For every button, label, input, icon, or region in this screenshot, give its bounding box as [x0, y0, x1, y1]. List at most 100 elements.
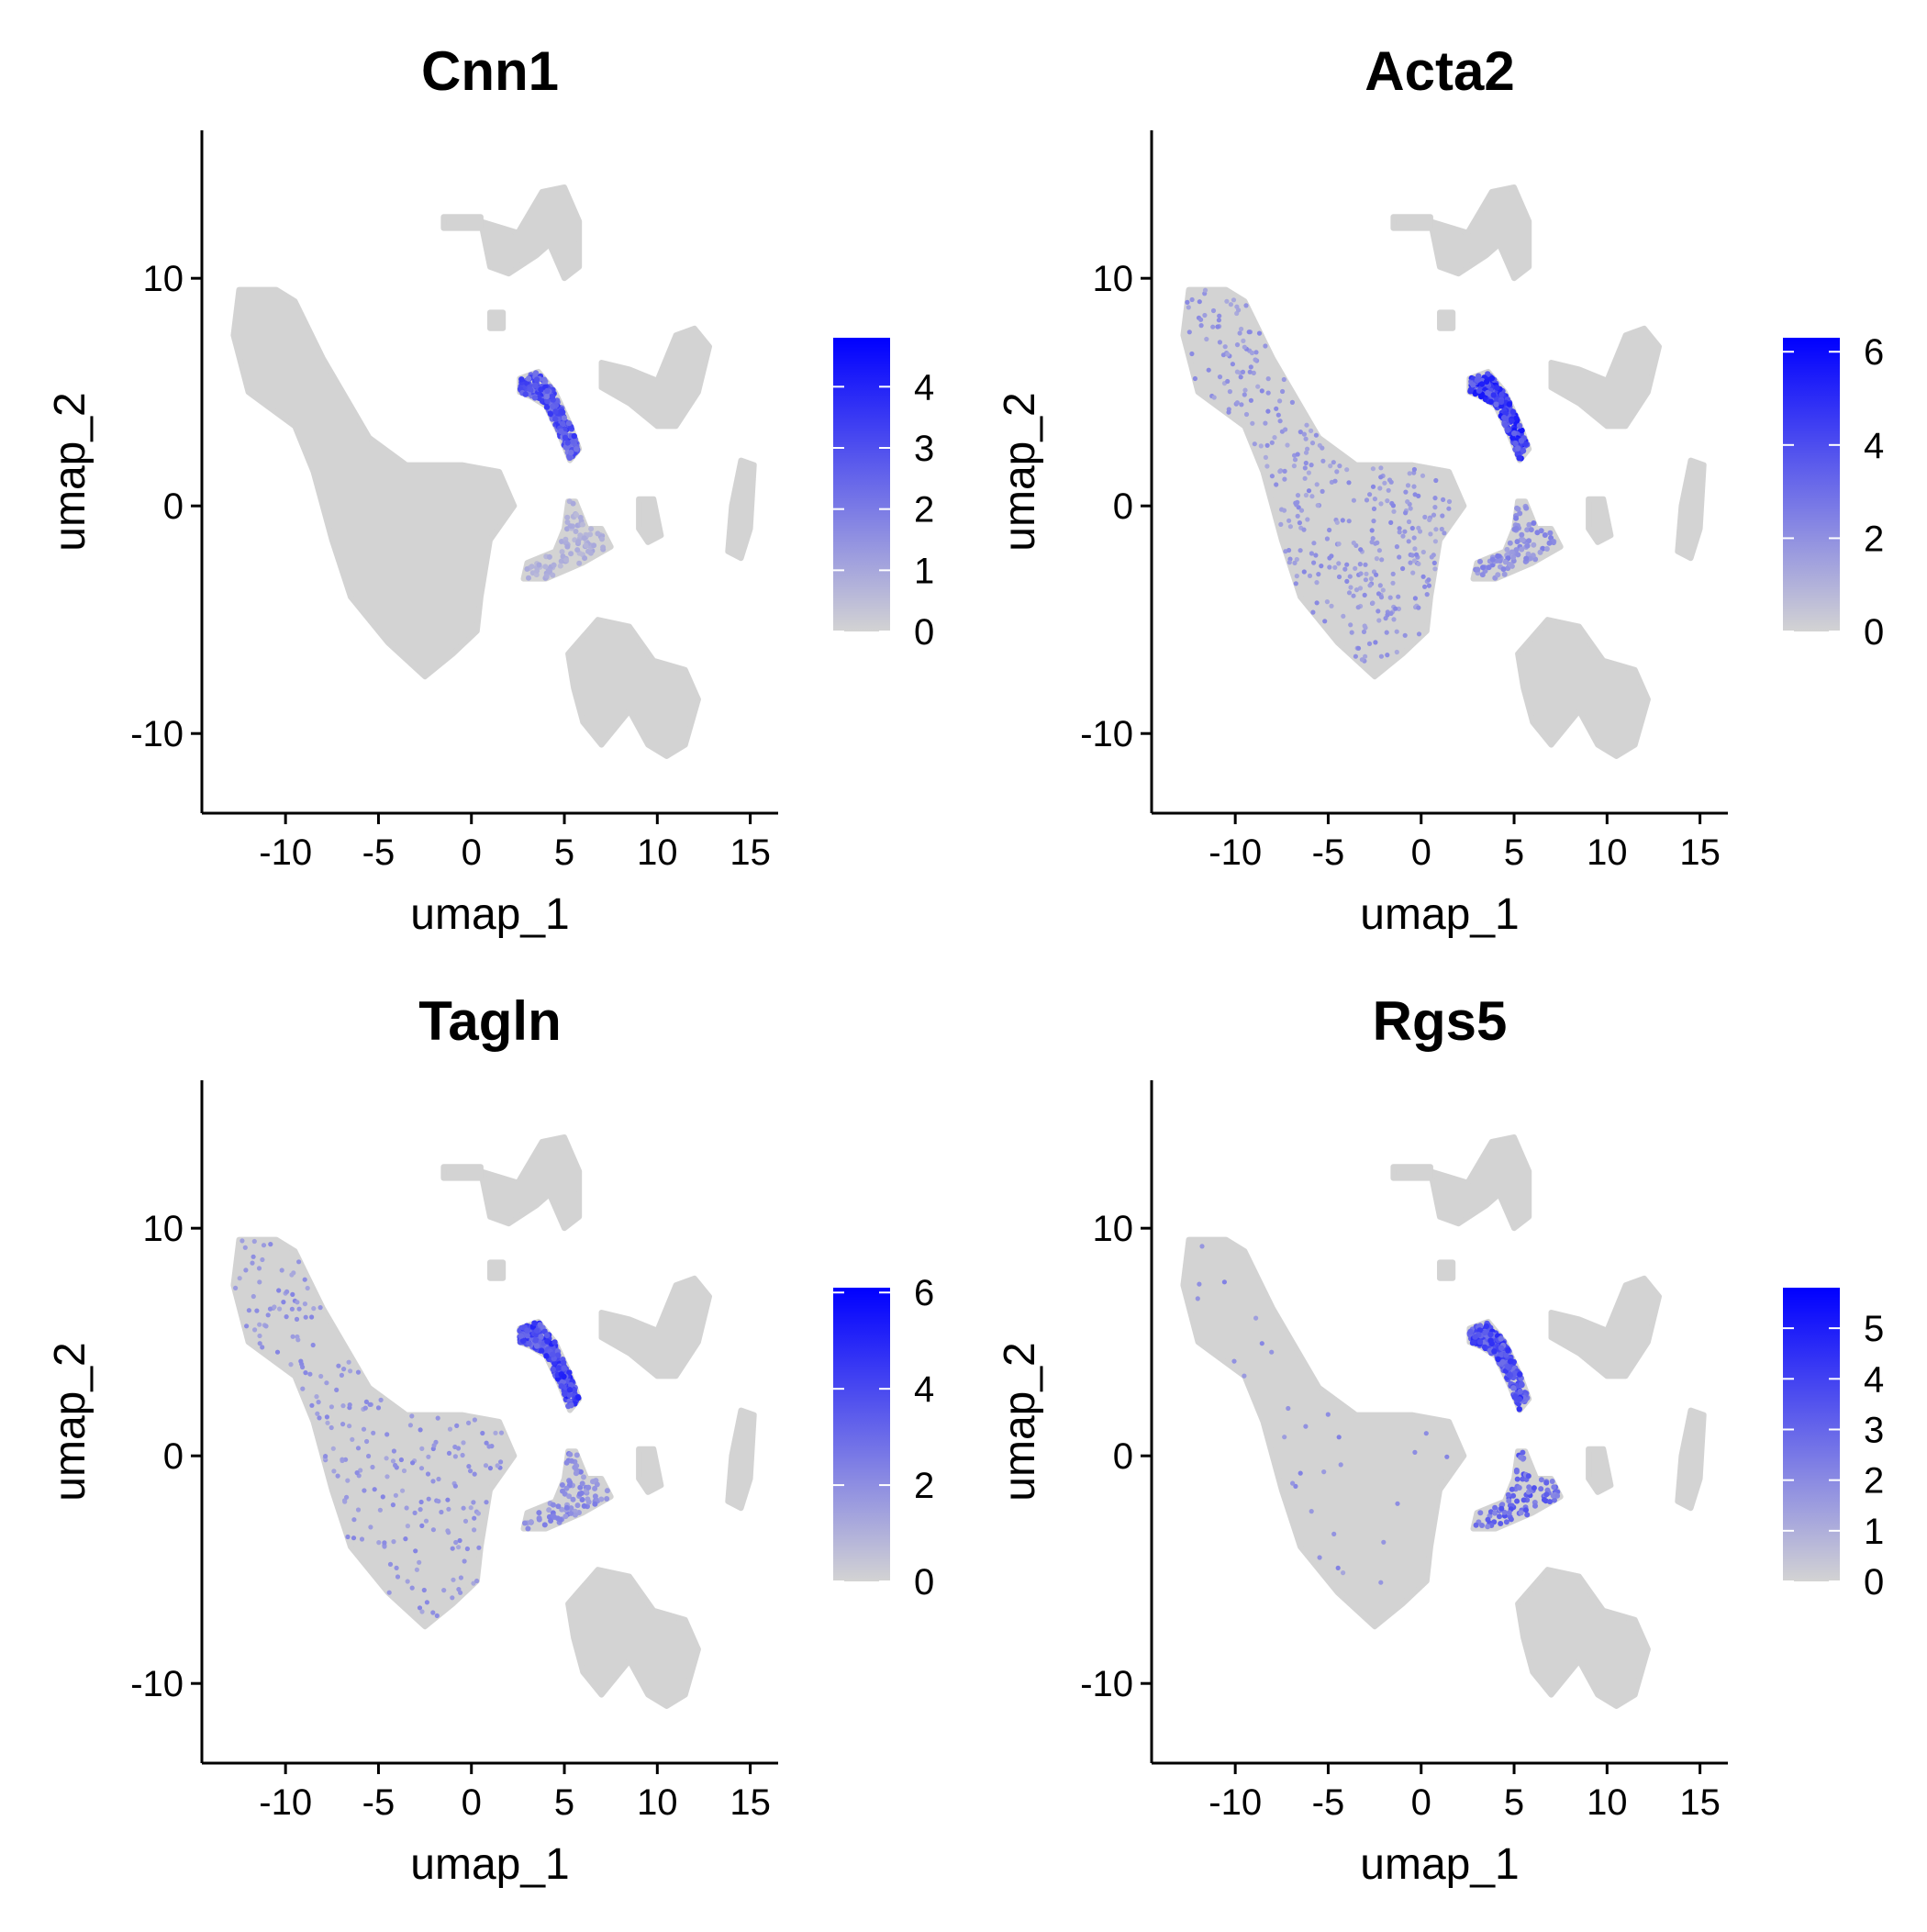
cell-point: [1309, 551, 1314, 556]
cell-point: [378, 1397, 384, 1402]
cell-point: [260, 1345, 265, 1350]
panel-tagln: Tagln -10 -5 0 5 10 15 -10 0 10 umap_1 umap_2 0 2 4 6: [46, 990, 934, 1889]
x-tick-label: 10: [637, 1782, 678, 1823]
cell-point: [417, 1605, 423, 1611]
cell-point: [542, 564, 549, 570]
cell-point: [1265, 408, 1271, 414]
y-tick-label: 10: [143, 1209, 184, 1249]
colorbar-tick-label: 1: [1864, 1512, 1884, 1552]
cell-point: [1514, 539, 1520, 545]
cell-point: [572, 1512, 578, 1518]
cluster-top-stray: [440, 1164, 484, 1181]
cell-point: [351, 1517, 357, 1523]
cell-point: [557, 563, 563, 569]
cell-point: [409, 1413, 415, 1419]
cell-point: [274, 1349, 281, 1355]
cell-point: [325, 1420, 330, 1425]
cell-point: [1513, 415, 1520, 421]
cell-point: [1298, 430, 1303, 435]
cell-point: [1366, 641, 1373, 647]
cell-point: [565, 419, 573, 427]
colorbar-gradient: [833, 338, 890, 631]
cell-point: [1509, 418, 1515, 424]
cell-point: [263, 1323, 269, 1329]
cell-point: [1239, 326, 1244, 332]
cell-point: [1243, 411, 1250, 418]
cell-point: [331, 1469, 337, 1474]
cell-point: [1517, 1388, 1523, 1395]
cell-point: [1411, 484, 1417, 489]
cell-point: [404, 1505, 409, 1511]
cell-point: [317, 1305, 323, 1311]
cell-point: [1524, 527, 1531, 533]
cell-point: [1202, 312, 1208, 318]
cell-point: [243, 1268, 249, 1273]
y-tick-label: 10: [1093, 259, 1134, 299]
cell-point: [1277, 468, 1283, 475]
cell-point: [604, 1488, 610, 1494]
colorbar-tick-label: 6: [1864, 332, 1884, 373]
cell-point: [582, 555, 588, 562]
cell-point: [1500, 566, 1507, 573]
cell-point: [571, 432, 577, 440]
cell-point: [549, 1351, 556, 1358]
cell-point: [1314, 482, 1320, 487]
cell-point: [1547, 530, 1554, 536]
cell-point: [1321, 1469, 1327, 1475]
cell-point: [1241, 338, 1246, 343]
cell-point: [1503, 1352, 1509, 1358]
cell-point: [543, 393, 551, 400]
cell-point: [1263, 343, 1268, 349]
cluster-right-cluster: [598, 325, 712, 430]
cell-point: [1309, 1509, 1314, 1514]
cell-point: [340, 1422, 346, 1427]
cell-point: [1202, 287, 1209, 293]
colorbar-tick-label: 5: [1864, 1309, 1884, 1349]
cluster-top-stray: [1390, 1164, 1433, 1181]
cell-point: [419, 1446, 425, 1451]
cell-point: [1265, 390, 1271, 396]
cell-point: [1335, 1565, 1341, 1570]
cell-point: [1518, 1454, 1524, 1460]
cell-point: [1378, 465, 1384, 471]
cluster-small-square: [1437, 1259, 1456, 1281]
cell-point: [1370, 600, 1376, 606]
cell-point: [498, 1459, 504, 1465]
y-axis-title: umap_2: [996, 1342, 1044, 1501]
x-axis-title: umap_1: [410, 1840, 569, 1889]
cell-point: [487, 1466, 494, 1471]
cell-point: [1251, 370, 1256, 375]
cell-point: [563, 1513, 569, 1520]
cell-point: [1225, 352, 1231, 357]
cell-point: [1281, 508, 1287, 513]
cell-point: [1367, 583, 1373, 588]
cell-point: [1259, 388, 1264, 394]
cell-point: [563, 557, 569, 564]
colorbar-gradient: [833, 1288, 890, 1581]
cell-point: [1295, 452, 1300, 457]
cell-point: [1446, 498, 1453, 505]
cell-point: [1336, 574, 1342, 580]
cell-point: [1498, 398, 1505, 406]
cell-point: [1504, 427, 1511, 433]
cell-point: [1305, 517, 1310, 522]
cell-point: [1498, 1335, 1504, 1342]
cell-point: [498, 1430, 505, 1435]
cell-point: [1506, 1510, 1512, 1516]
cell-point: [1294, 574, 1299, 579]
cell-point: [1210, 307, 1217, 314]
cell-point: [1442, 530, 1447, 536]
cell-point: [386, 1590, 392, 1595]
cell-point: [1487, 398, 1494, 405]
cell-point: [1329, 603, 1334, 609]
cell-point: [529, 564, 535, 570]
cell-point: [276, 1288, 282, 1293]
cell-point: [1197, 1281, 1202, 1287]
cell-point: [590, 1479, 596, 1485]
cell-point: [257, 1322, 262, 1327]
cell-point: [284, 1289, 290, 1294]
cell-point: [551, 562, 557, 568]
cell-point: [1500, 414, 1508, 421]
colorbar-tick-label: 4: [914, 1369, 934, 1410]
cell-point: [1377, 583, 1383, 588]
